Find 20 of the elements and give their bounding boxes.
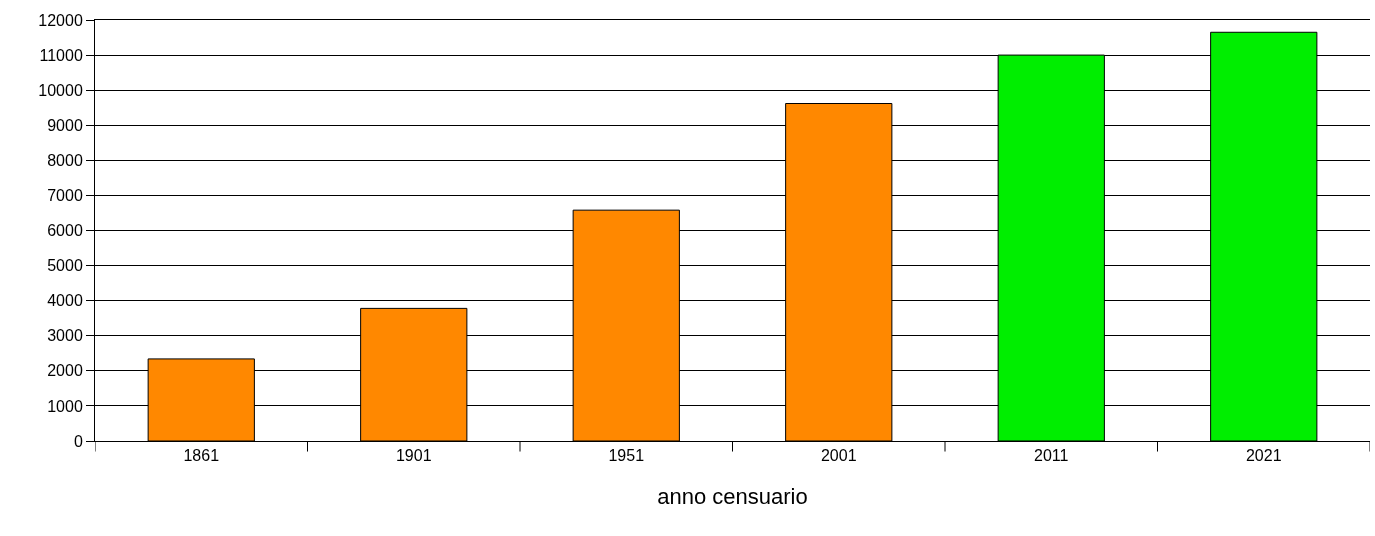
y-tick-label: 3000 <box>47 327 83 345</box>
y-tick-label: 4000 <box>47 292 83 310</box>
y-tick-label: 7000 <box>47 187 83 205</box>
y-tick-label: 8000 <box>47 151 83 169</box>
y-tick-label: 2000 <box>47 362 83 380</box>
y-tick-label: 9000 <box>47 116 83 134</box>
x-tick-label: 2021 <box>1245 447 1282 465</box>
y-tick-label: 11000 <box>39 46 83 64</box>
x-tick-label: 2011 <box>1034 447 1069 465</box>
x-axis-title: anno censuario <box>657 484 808 510</box>
x-tick-label: 1861 <box>183 447 220 465</box>
y-tick-label: 0 <box>73 432 83 450</box>
y-tick-label: 10000 <box>38 81 83 99</box>
y-tick-label: 5000 <box>47 257 83 275</box>
x-tick-label: 2001 <box>820 447 857 465</box>
x-tick-label: 1951 <box>608 447 645 465</box>
y-tick-label: 1000 <box>47 397 83 415</box>
y-tick-label: 12000 <box>38 11 83 29</box>
y-tick-label: 6000 <box>47 222 83 240</box>
x-tick-label: 1901 <box>395 447 432 465</box>
